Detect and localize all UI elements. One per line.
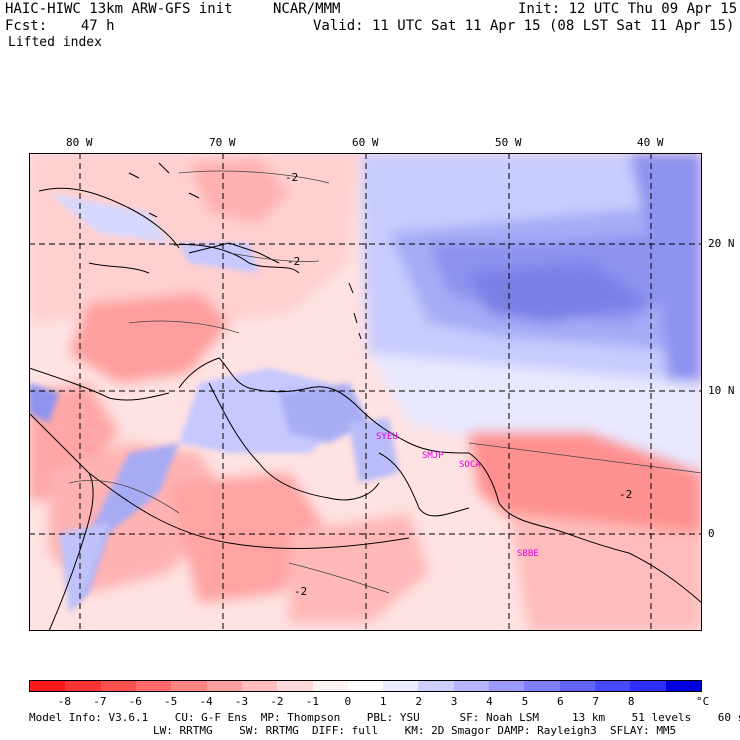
colorbar-tick-label: -7 (93, 695, 107, 708)
colorbar-swatch (347, 681, 384, 691)
colorbar-tick-label: 4 (486, 695, 493, 708)
station-sbbe: SBBE (517, 549, 539, 559)
map-field (29, 153, 702, 631)
model-info-line2: LW: RRTMG SW: RRTMG DIFF: full KM: 2D Sm… (153, 724, 677, 737)
colorbar-swatch (312, 681, 348, 691)
init-time: Init: 12 UTC Thu 09 Apr 15 (518, 1, 738, 17)
lat-label-20n: 20 N (708, 237, 735, 250)
colorbar-tick-label: 6 (557, 695, 564, 708)
colorbar-tick-label: 5 (521, 695, 529, 708)
colorbar-swatch (277, 681, 313, 691)
contour-label: -2 (619, 488, 633, 501)
colorbar-swatch (595, 681, 631, 691)
colorbar-swatch (665, 681, 701, 691)
colorbar-swatch (100, 681, 136, 691)
colorbar-tick-label: 3 (450, 695, 458, 708)
colorbar-swatch (383, 681, 419, 691)
colorbar-swatch (630, 681, 666, 691)
lon-label-40w: 40 W (637, 136, 664, 149)
lon-label-50w: 50 W (495, 136, 522, 149)
colorbar-tick-label: -3 (234, 695, 249, 708)
colorbar-swatch (559, 681, 595, 691)
lat-label-0: 0 (708, 527, 715, 540)
model-info-line1: Model Info: V3.6.1 CU: G-F Ens MP: Thomp… (29, 711, 740, 724)
colorbar-tick-label: 8 (627, 695, 635, 708)
lon-label-80w: 80 W (66, 136, 93, 149)
contour-label: -2 (285, 171, 299, 184)
contour-label: -2 (294, 585, 308, 598)
station-smjp: SMJP (422, 451, 444, 461)
colorbar-swatch (171, 681, 207, 691)
center-label: NCAR/MMM (273, 1, 341, 17)
colorbar-swatch (30, 681, 66, 691)
colorbar-tick-label: -6 (128, 695, 142, 708)
station-syeu: SYEU (376, 432, 398, 442)
lon-label-70w: 70 W (209, 136, 236, 149)
colorbar-swatch (524, 681, 560, 691)
colorbar-tick-label: -5 (164, 695, 178, 708)
colorbar-swatch (241, 681, 278, 691)
colorbar-unit: °C (696, 695, 710, 708)
colorbar-swatch (206, 681, 242, 691)
colorbar-tick-label: 1 (379, 695, 387, 708)
forecast-hour: Fcst: 47 h (5, 18, 115, 34)
colorbar-tick-label: 2 (415, 695, 422, 708)
lifted-index-map: -2 -2 -2 -2 SYEU SMJP SOCA SBBE (29, 153, 702, 631)
lon-label-60w: 60 W (352, 136, 379, 149)
model-title: HAIC-HIWC 13km ARW-GFS init (5, 1, 233, 17)
colorbar (29, 680, 702, 692)
contour-label: -2 (287, 255, 301, 268)
station-soca: SOCA (459, 460, 481, 470)
colorbar-tick-label: -2 (270, 695, 284, 708)
colorbar-swatch (489, 681, 525, 691)
colorbar-swatch (65, 681, 101, 691)
lat-label-10n: 10 N (708, 384, 735, 397)
colorbar-tick-label: -4 (199, 695, 213, 708)
colorbar-tick-label: 7 (592, 695, 600, 708)
colorbar-tick-label: -1 (305, 695, 319, 708)
colorbar-swatch (418, 681, 454, 691)
colorbar-swatch (453, 681, 490, 691)
colorbar-swatch (135, 681, 172, 691)
colorbar-tick-label: 0 (344, 695, 352, 708)
valid-time: Valid: 11 UTC Sat 11 Apr 15 (08 LST Sat … (313, 18, 735, 34)
field-name: Lifted index (8, 35, 102, 50)
colorbar-tick-label: -8 (57, 695, 72, 708)
